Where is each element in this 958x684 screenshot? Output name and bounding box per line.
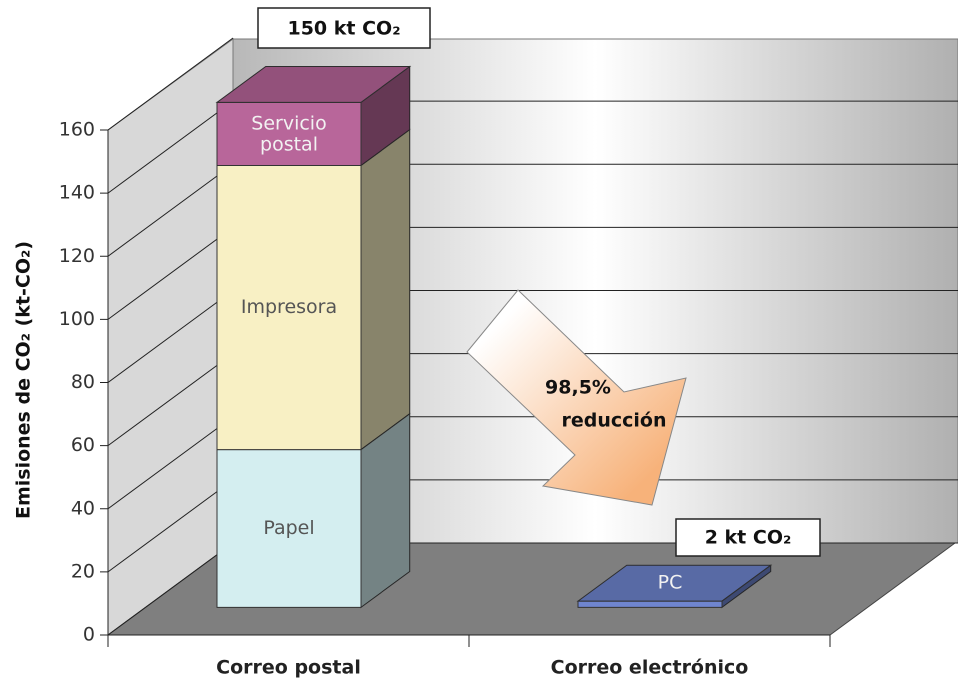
- segment-label: PC: [658, 572, 683, 594]
- arrow-label: 98,5%: [545, 377, 611, 399]
- grid-line: [107, 226, 234, 320]
- bar-top: [215, 66, 412, 103]
- arrow-label: reducción: [561, 410, 666, 432]
- bar-side-shade: [361, 413, 410, 608]
- bar-side-shade: [361, 66, 410, 166]
- bar-side-shade: [722, 565, 771, 608]
- y-tick-label: 40: [71, 497, 95, 519]
- y-tick-label: 0: [83, 624, 95, 646]
- bar-top-shade: [217, 66, 410, 103]
- bar-top: [576, 564, 773, 602]
- segment-label: Impresora: [241, 296, 337, 318]
- y-tick-label: 20: [71, 560, 95, 582]
- y-tick-label: 80: [71, 371, 95, 393]
- y-tick-label: 60: [71, 434, 95, 456]
- grid-line: [107, 542, 234, 636]
- y-axis-title: Emisiones de CO₂ (kt-CO₂): [13, 241, 35, 519]
- y-tick-label: 160: [59, 119, 95, 141]
- grid-line: [107, 479, 234, 573]
- annotation-box: [675, 518, 821, 557]
- bar-top-shade: [578, 565, 771, 602]
- x-tick-label: Correo postal: [216, 657, 361, 679]
- y-tick-label: 140: [59, 182, 95, 204]
- grid-line: [107, 353, 234, 447]
- segment-label: Papel: [263, 517, 314, 539]
- y-tick-label: 100: [59, 308, 95, 330]
- annotation: 2 kt CO₂: [705, 527, 792, 549]
- grid-line: [107, 416, 234, 510]
- grid-line: [107, 163, 234, 257]
- y-tick-label: 120: [59, 245, 95, 267]
- segment-label: Servicio postal: [251, 112, 326, 155]
- bar-segment: [577, 600, 723, 608]
- grid-line: [107, 37, 234, 131]
- grid-line: [107, 290, 234, 383]
- bar-side-shade: [361, 129, 410, 450]
- x-tick-label: Correo electrónico: [551, 657, 749, 679]
- annotation-box: [257, 7, 431, 49]
- annotation: 150 kt CO₂: [287, 18, 400, 40]
- grid-line: [107, 100, 234, 194]
- reduction-arrow: [466, 289, 687, 506]
